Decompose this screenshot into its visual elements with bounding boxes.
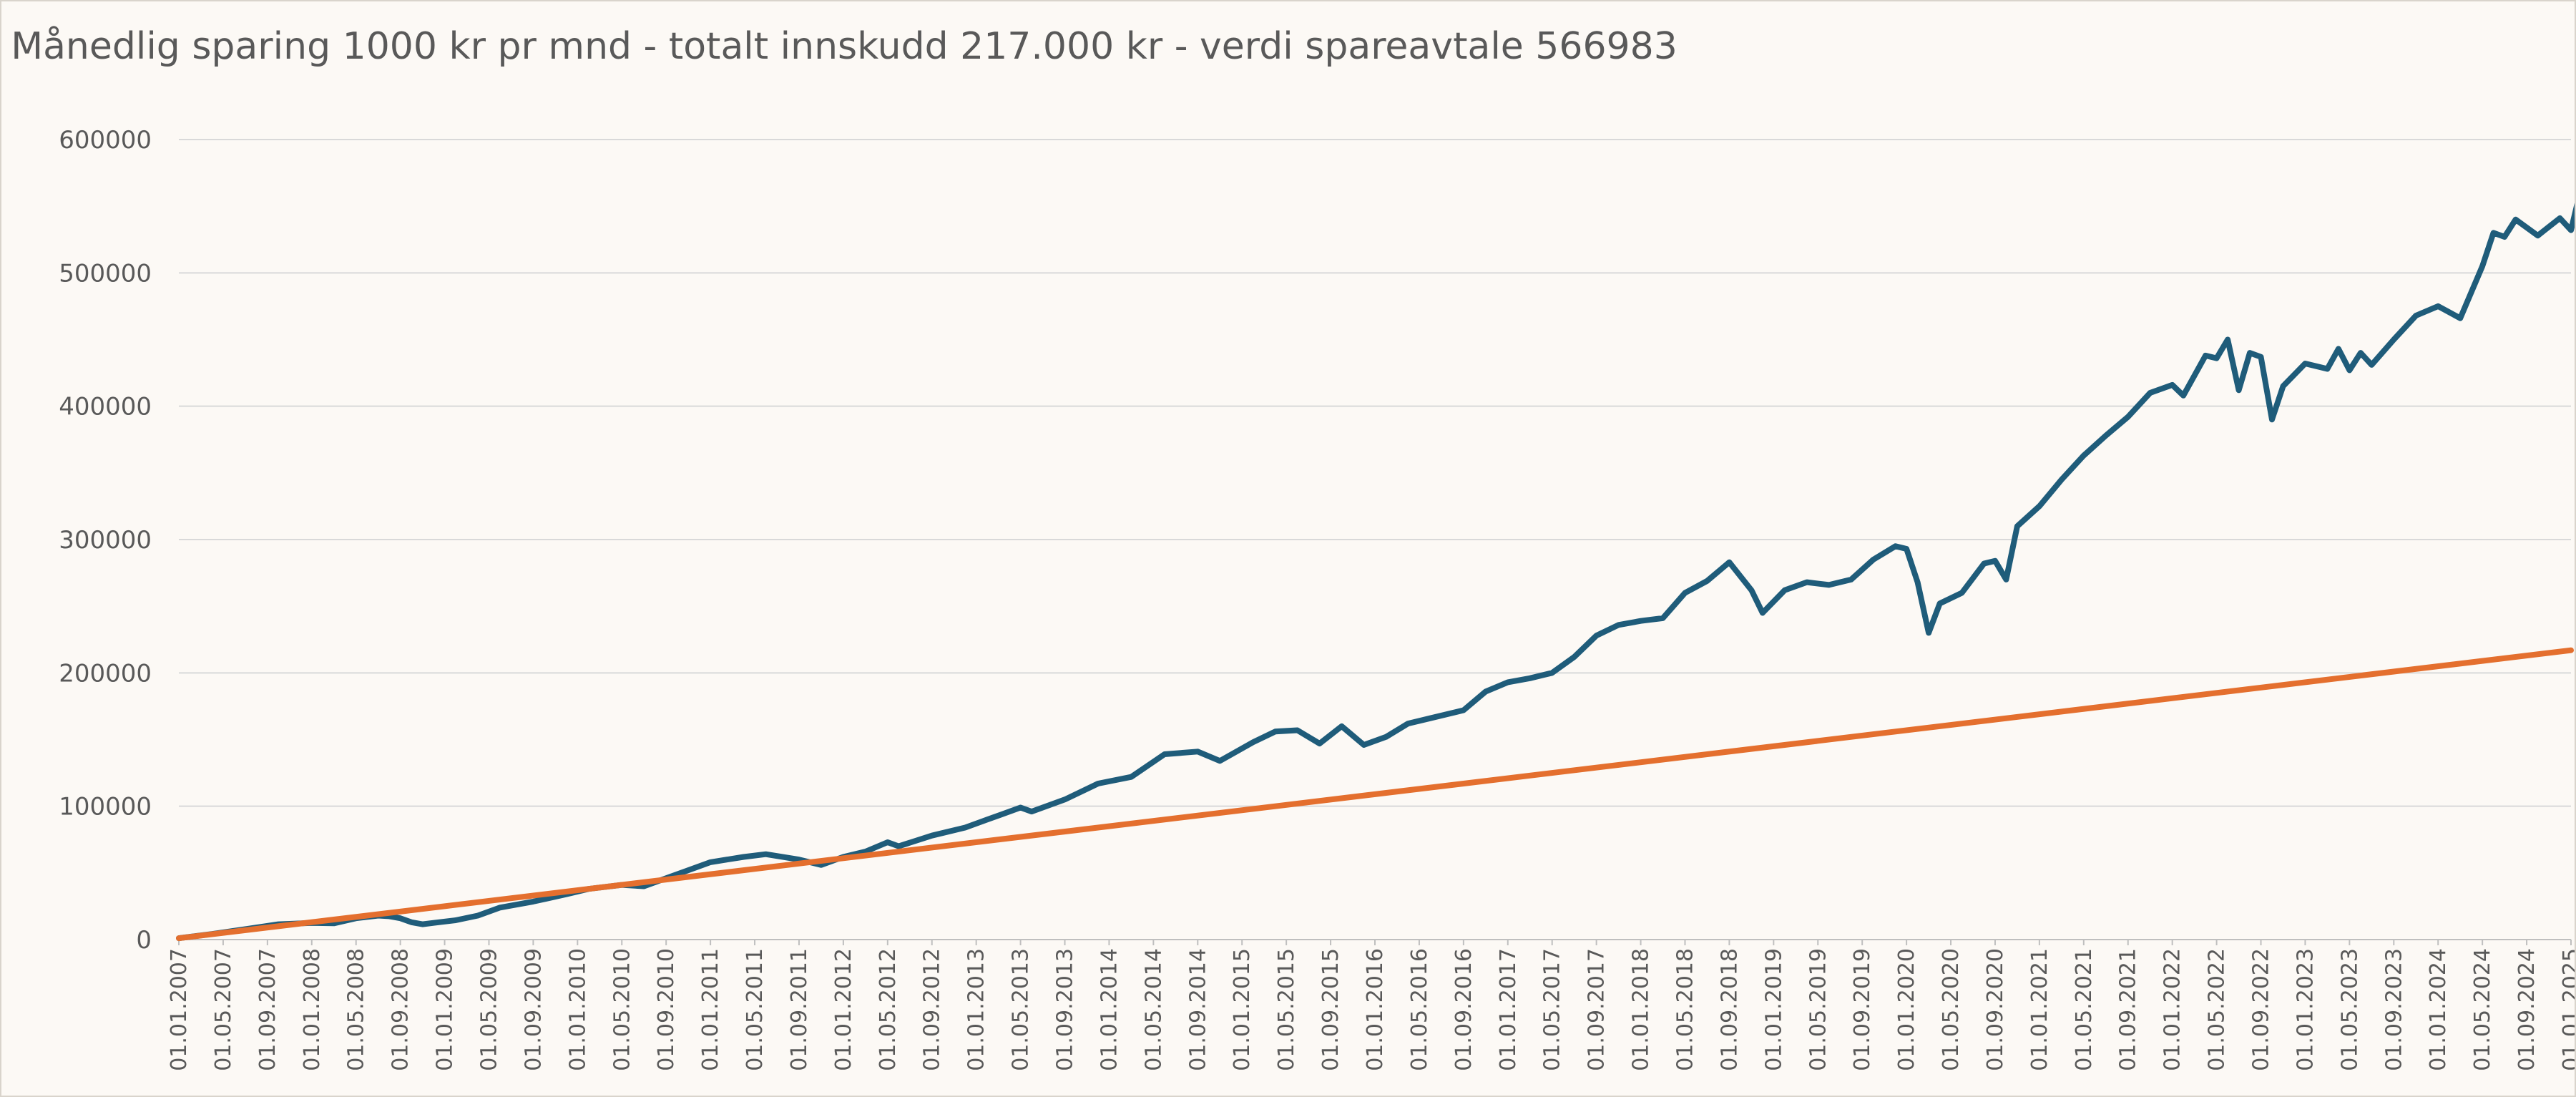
x-tick-label: 01.01.2010 <box>565 948 590 1071</box>
grid-lines <box>179 139 2571 940</box>
x-tick-label: 01.05.2009 <box>476 948 501 1071</box>
x-tick-label: 01.01.2012 <box>831 948 856 1071</box>
x-tick-label: 01.05.2021 <box>2072 948 2097 1071</box>
x-tick-label: 01.01.2015 <box>1230 948 1255 1071</box>
y-tick-label: 500000 <box>59 259 152 288</box>
series-lines <box>176 203 2575 942</box>
y-tick-label: 100000 <box>59 793 152 821</box>
x-tick-label: 01.01.2016 <box>1363 948 1388 1071</box>
x-tick-label: 01.01.2007 <box>167 948 192 1071</box>
x-tick-label: 01.01.2023 <box>2293 948 2318 1071</box>
x-tick-label: 01.05.2007 <box>211 948 236 1071</box>
series-line-deposits <box>176 647 2574 942</box>
x-tick-label: 01.09.2008 <box>388 948 413 1071</box>
x-tick-label: 01.05.2024 <box>2470 948 2495 1071</box>
x-tick-label: 01.09.2024 <box>2514 948 2540 1071</box>
x-tick-label: 01.05.2012 <box>876 948 901 1071</box>
y-tick-label: 200000 <box>59 659 152 688</box>
x-tick-label: 01.01.2008 <box>300 948 325 1071</box>
x-tick-label: 01.05.2022 <box>2205 948 2230 1071</box>
x-tick-label: 01.01.2021 <box>2027 948 2052 1071</box>
x-tick-label: 01.01.2009 <box>433 948 458 1071</box>
x-tick-label: 01.09.2011 <box>787 948 812 1071</box>
y-tick-label: 600000 <box>59 126 152 155</box>
x-tick-label: 01.09.2018 <box>1717 948 1742 1071</box>
x-tick-label: 01.01.2025 <box>2559 948 2575 1071</box>
series-line-value <box>176 203 2575 942</box>
x-tick-label: 01.09.2007 <box>255 948 280 1071</box>
x-tick-label: 01.05.2017 <box>1540 948 1565 1071</box>
x-tick-label: 01.05.2016 <box>1407 948 1432 1071</box>
y-tick-label: 300000 <box>59 526 152 555</box>
chart-title: Månedlig sparing 1000 kr pr mnd - totalt… <box>11 25 1678 68</box>
x-tick-label: 01.09.2020 <box>1983 948 2008 1071</box>
x-tick-label: 01.09.2021 <box>2116 948 2141 1071</box>
x-tick-label: 01.09.2014 <box>1185 948 1210 1071</box>
x-tick-label: 01.01.2017 <box>1496 948 1521 1071</box>
x-tick-label: 01.01.2011 <box>698 948 723 1071</box>
x-tick-label: 01.05.2019 <box>1806 948 1831 1071</box>
x-tick-label: 01.05.2015 <box>1274 948 1299 1071</box>
x-tick-label: 01.09.2010 <box>654 948 679 1071</box>
x-tick-label: 01.01.2013 <box>964 948 989 1071</box>
x-tick-label: 01.09.2015 <box>1318 948 1343 1071</box>
x-tick-label: 01.01.2014 <box>1097 948 1122 1071</box>
x-tick-label: 01.09.2016 <box>1451 948 1476 1071</box>
x-tick-label: 01.05.2011 <box>743 948 768 1071</box>
x-tick-label: 01.05.2023 <box>2337 948 2362 1071</box>
x-tick-label: 01.01.2024 <box>2426 948 2451 1071</box>
y-tick-label: 0 <box>136 926 152 955</box>
x-tick-label: 01.01.2020 <box>1894 948 1919 1071</box>
x-tick-label: 01.09.2017 <box>1585 948 1610 1071</box>
x-tick-label: 01.05.2010 <box>609 948 635 1071</box>
y-tick-label: 400000 <box>59 393 152 421</box>
x-axis-tick-labels: 01.01.2007 01.05.2007 01.09.2007 01.01.2008… <box>167 940 2575 1071</box>
x-tick-label: 01.05.2008 <box>344 948 369 1071</box>
x-tick-label: 01.01.2022 <box>2160 948 2185 1071</box>
x-tick-label: 01.05.2018 <box>1673 948 1698 1071</box>
x-tick-label: 01.01.2019 <box>1761 948 1786 1071</box>
x-tick-label: 01.09.2023 <box>2381 948 2406 1071</box>
x-tick-label: 01.09.2022 <box>2249 948 2274 1071</box>
y-axis-tick-labels: 0 100000 200000 300000 400000 500000 600000 <box>59 126 152 955</box>
x-tick-label: 01.05.2013 <box>1009 948 1034 1071</box>
x-tick-label: 01.05.2014 <box>1141 948 1166 1071</box>
x-tick-label: 01.09.2012 <box>920 948 945 1071</box>
x-tick-label: 01.05.2020 <box>1939 948 1964 1071</box>
x-tick-label: 01.01.2018 <box>1629 948 1654 1071</box>
x-tick-label: 01.09.2013 <box>1053 948 1078 1071</box>
x-tick-label: 01.09.2009 <box>521 948 546 1071</box>
x-tick-label: 01.09.2019 <box>1850 948 1875 1071</box>
